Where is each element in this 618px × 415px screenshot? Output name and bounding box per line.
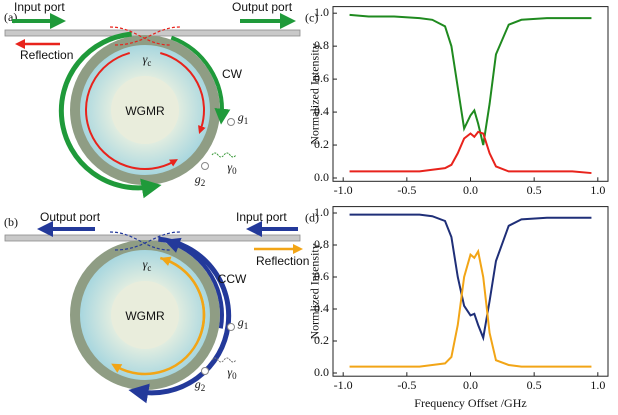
g1-label-sub: 1 xyxy=(244,321,249,331)
scatterer xyxy=(227,323,235,331)
y-tick-label: 0.6 xyxy=(314,269,329,283)
coupling-dash xyxy=(109,26,181,46)
g2-label-sub: 2 xyxy=(201,383,206,393)
input-label: Input port xyxy=(14,0,65,14)
coupling-label: γc xyxy=(143,52,152,68)
loss-label-sub: 0 xyxy=(232,166,237,176)
x-tick-label: 0.5 xyxy=(527,183,542,197)
series-line xyxy=(349,130,592,175)
coupling-dash xyxy=(109,231,181,251)
loss-wave xyxy=(211,152,237,158)
loss-label-symbol: γ xyxy=(227,365,232,379)
x-tick-label: -1.0 xyxy=(334,183,353,197)
coupling-label-sub: c xyxy=(147,263,151,273)
reflection-label: Reflection xyxy=(20,48,73,62)
y-tick-label: 0.0 xyxy=(314,170,329,184)
g2-label-symbol: g xyxy=(195,377,201,391)
y-tick-label: 0.4 xyxy=(314,301,329,315)
mode-arrow xyxy=(170,35,231,125)
x-tick-label: 1.0 xyxy=(590,183,605,197)
g2-label-sub: 2 xyxy=(201,178,206,188)
g2-label-symbol: g xyxy=(195,172,201,186)
reflection-label: Reflection xyxy=(256,254,309,268)
series-line xyxy=(349,213,592,342)
plot-frame xyxy=(332,6,609,182)
coupling-label-symbol: γ xyxy=(143,257,148,271)
loss-label: γ0 xyxy=(227,365,237,381)
mode-arrow xyxy=(160,52,206,134)
scatterer xyxy=(227,118,235,126)
series-line xyxy=(349,13,592,146)
y-tick-label: 0.8 xyxy=(314,237,329,251)
output-label: Output port xyxy=(232,0,293,14)
g1-label-symbol: g xyxy=(238,110,244,124)
x-tick-label: 0.0 xyxy=(463,378,478,392)
resonator-label: WGMR xyxy=(125,104,165,118)
y-tick-label: 1.0 xyxy=(314,5,329,19)
y-tick-label: 0.6 xyxy=(314,71,329,85)
mode-arrow xyxy=(160,256,206,341)
loss-label-symbol: γ xyxy=(227,160,232,174)
wgmr-core xyxy=(111,281,179,349)
coupling-label: γc xyxy=(143,257,152,273)
mode-arrow xyxy=(163,237,224,329)
x-tick-label: -0.5 xyxy=(397,378,416,392)
g1-label-sub: 1 xyxy=(244,116,249,126)
y-tick-label: 0.2 xyxy=(314,137,329,151)
x-tick-label: 0.0 xyxy=(463,183,478,197)
coupling-label-sub: c xyxy=(147,58,151,68)
g1-label: g1 xyxy=(238,315,249,331)
x-tick-label: -1.0 xyxy=(334,378,353,392)
x-axis-title: Frequency Offset /GHz xyxy=(414,396,526,410)
resonator-label: WGMR xyxy=(125,309,165,323)
loss-label-sub: 0 xyxy=(232,371,237,381)
series-line xyxy=(349,248,592,368)
input-label: Input port xyxy=(236,210,287,224)
panel-label: (b) xyxy=(4,215,18,229)
g2-label: g2 xyxy=(195,377,206,393)
x-tick-label: -0.5 xyxy=(397,183,416,197)
x-tick-label: 1.0 xyxy=(590,378,605,392)
g1-label: g1 xyxy=(238,110,249,126)
g1-label-symbol: g xyxy=(238,315,244,329)
loss-label: γ0 xyxy=(227,160,237,176)
mode-arrow xyxy=(58,31,162,199)
waveguide xyxy=(4,234,301,242)
y-tick-label: 0.8 xyxy=(314,38,329,52)
direction-label: CCW xyxy=(218,272,247,286)
y-axis-title: Normalized Intensity xyxy=(308,43,322,145)
coupling-label-symbol: γ xyxy=(143,52,148,66)
g2-label: g2 xyxy=(195,172,206,188)
y-tick-label: 1.0 xyxy=(314,205,329,219)
wgmr-core xyxy=(111,76,179,144)
output-label: Output port xyxy=(40,210,101,224)
y-tick-label: 0.4 xyxy=(314,104,329,118)
x-tick-label: 0.5 xyxy=(527,378,542,392)
y-tick-label: 0.0 xyxy=(314,365,329,379)
waveguide xyxy=(4,29,301,37)
mode-arrow xyxy=(85,52,178,170)
y-axis-title: Normlized Intensity xyxy=(308,243,322,339)
direction-label: CW xyxy=(222,67,243,81)
panel-label: (c) xyxy=(305,10,318,24)
plot-frame xyxy=(332,206,609,377)
panel-label: (d) xyxy=(305,210,319,224)
y-tick-label: 0.2 xyxy=(314,333,329,347)
scatterer xyxy=(201,367,209,375)
scatterer xyxy=(201,162,209,170)
